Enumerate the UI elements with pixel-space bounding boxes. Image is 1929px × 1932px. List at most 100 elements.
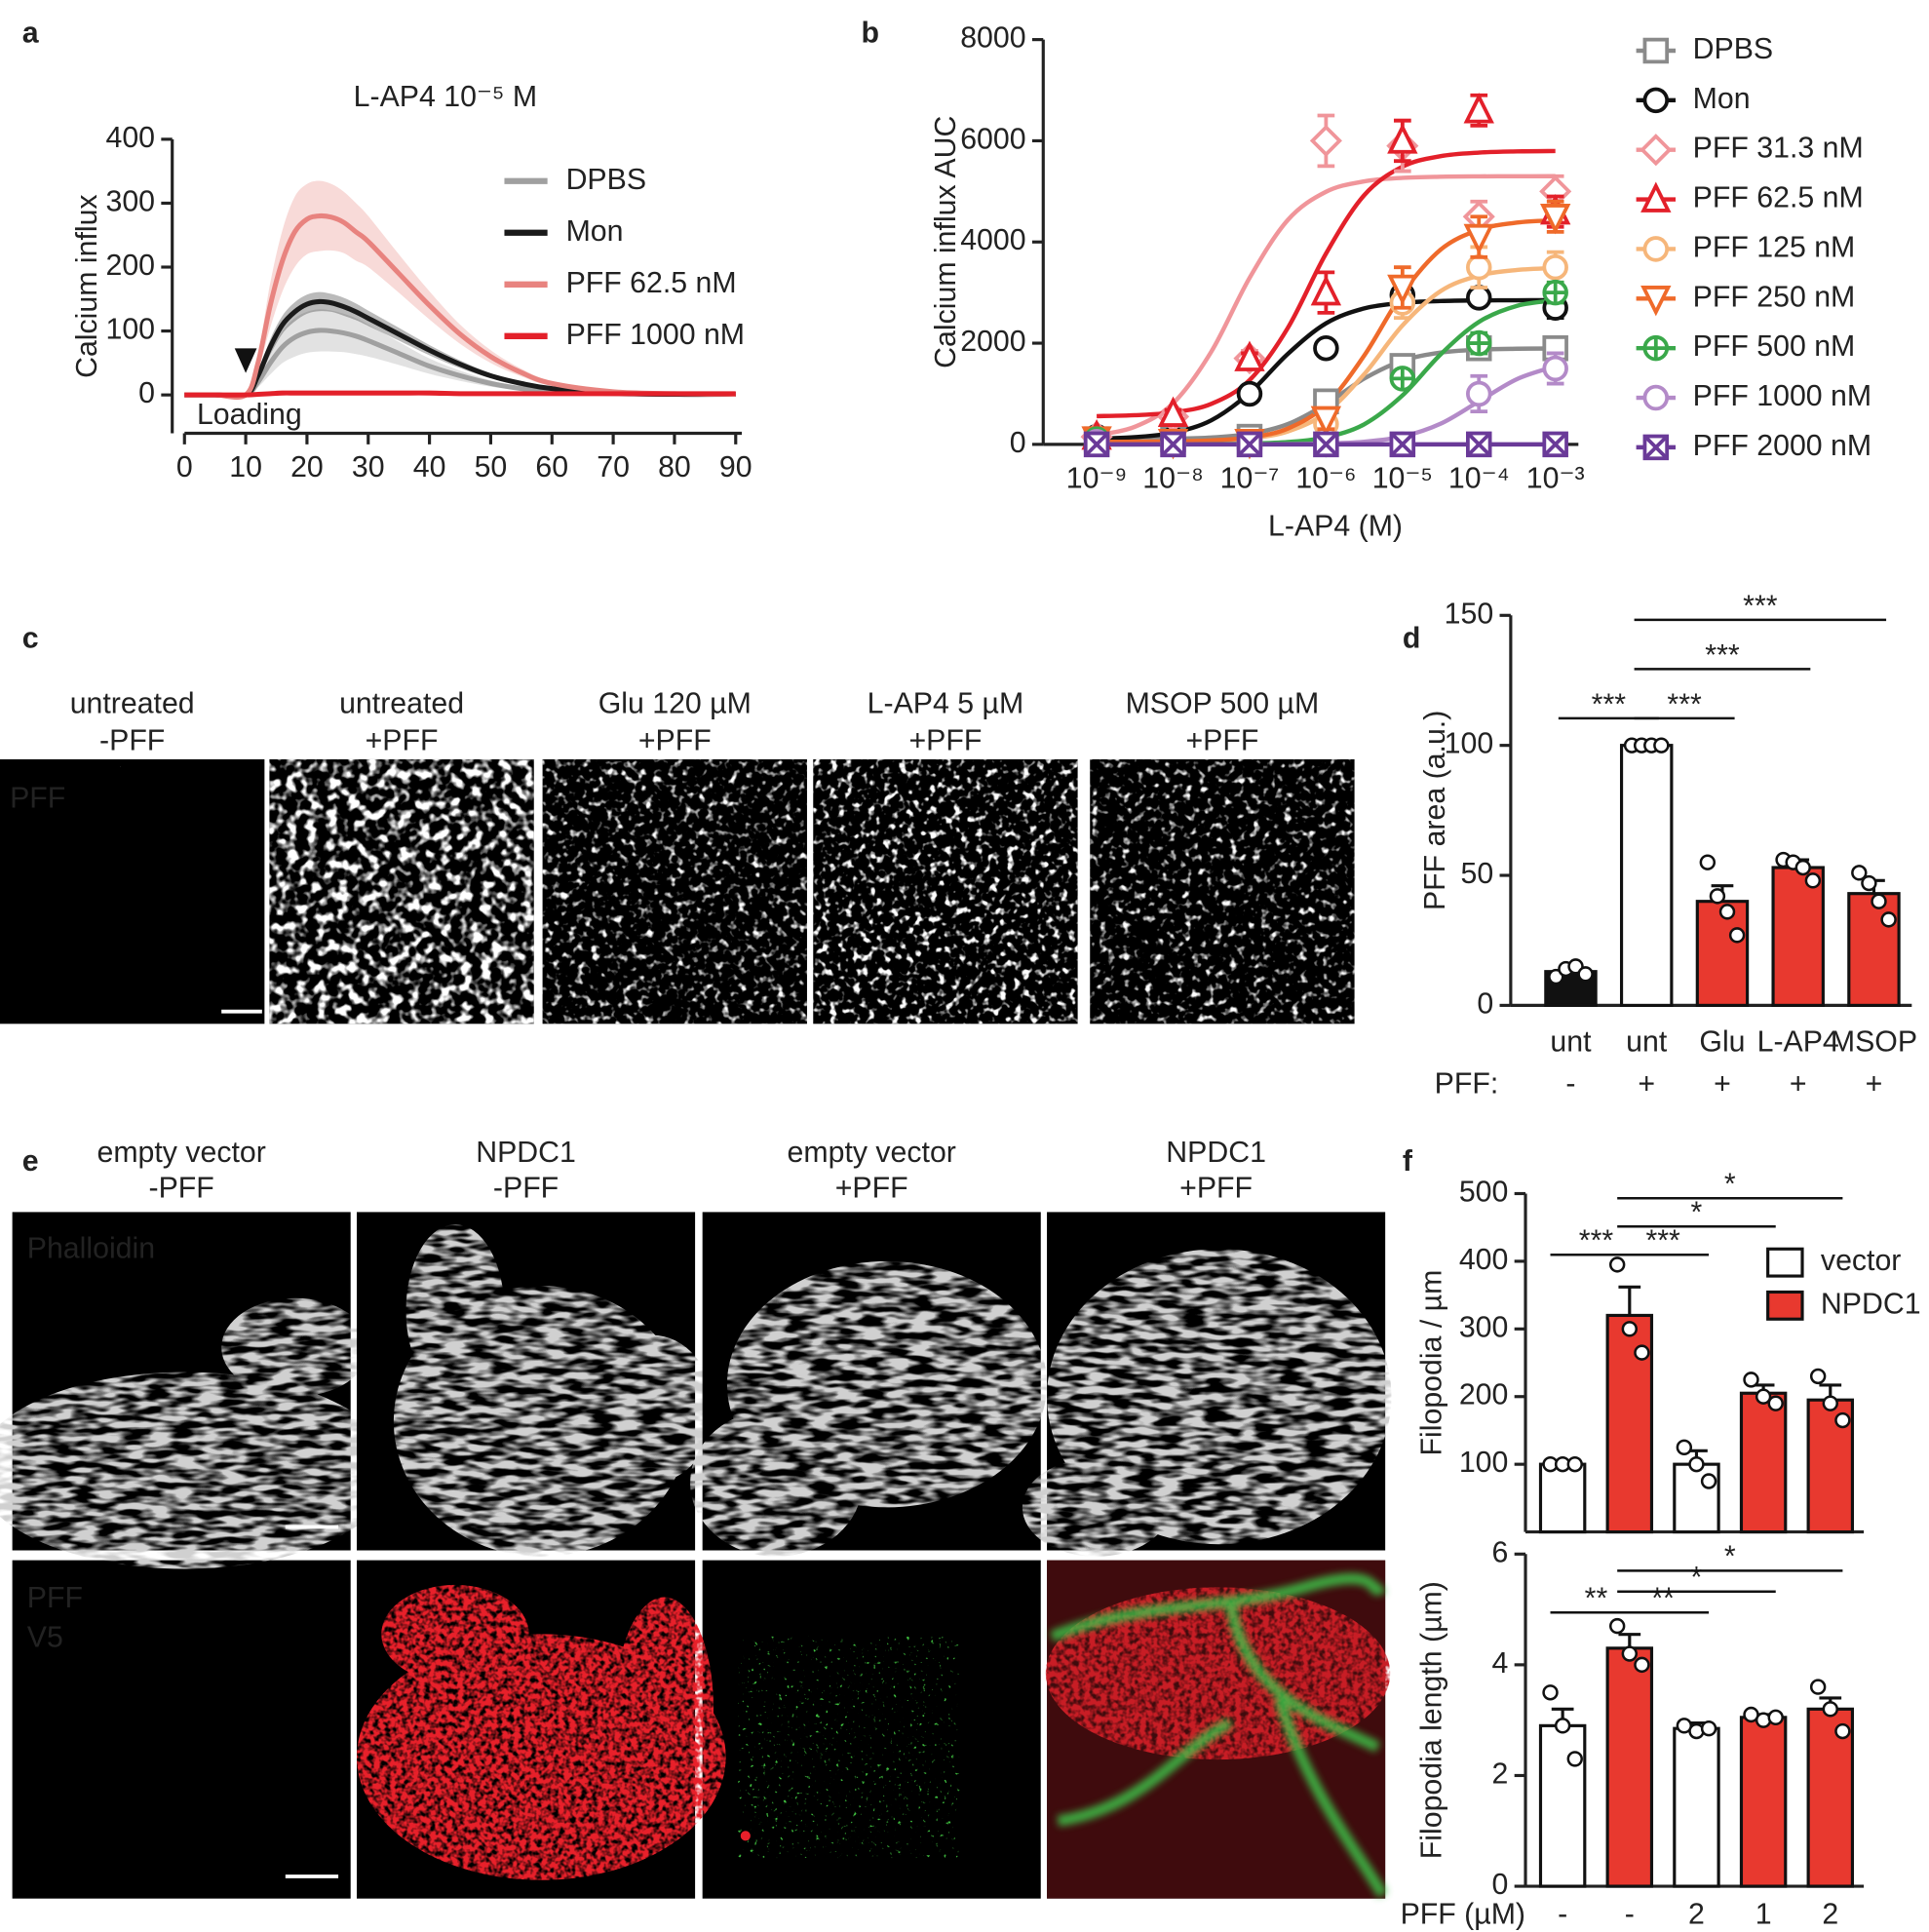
- y-tick-label: 0: [138, 377, 155, 409]
- x-tick-label: 10⁻⁵: [1372, 462, 1433, 494]
- pff-strands: [1050, 1572, 1388, 1898]
- channel-label: PFF: [27, 1582, 83, 1614]
- pff-strand: [1050, 1572, 1386, 1642]
- significance-label: ***: [1705, 639, 1740, 672]
- x-tick-label: 10⁻⁹: [1066, 462, 1128, 494]
- marker: [1542, 431, 1568, 458]
- data-point: [1880, 911, 1897, 928]
- row-value: +: [1714, 1067, 1731, 1100]
- marker-shape: [1313, 334, 1339, 362]
- data-point: [1608, 1256, 1626, 1273]
- legend-label: PFF 1000 nM: [566, 319, 745, 351]
- row-value: 2: [1688, 1898, 1705, 1930]
- data-point: [1566, 1455, 1583, 1473]
- marker-shape: [1642, 384, 1670, 411]
- marker: [1083, 431, 1110, 458]
- data-point: [1676, 1439, 1693, 1456]
- row-value: -: [1625, 1898, 1635, 1930]
- significance-label: ***: [1667, 688, 1702, 720]
- marker-shape: [1542, 253, 1568, 281]
- micrograph-signal: [813, 758, 1078, 1024]
- data-point: [1767, 1395, 1784, 1411]
- x-tick-label: 70: [597, 451, 630, 483]
- x-tick-label: 10⁻⁶: [1295, 462, 1356, 494]
- bar: [1605, 1646, 1654, 1888]
- image-title: MSOP 500 µM: [1126, 687, 1320, 719]
- x-tick-label: 10⁻³: [1526, 462, 1585, 494]
- channel-label: PFF: [10, 783, 65, 815]
- x-tick-label: 10: [229, 451, 262, 483]
- marker-shape: [1084, 432, 1109, 457]
- error-bar: [1618, 1285, 1641, 1316]
- data-point: [1621, 1645, 1639, 1662]
- panel-label: b: [861, 18, 878, 50]
- marker: [1387, 123, 1418, 154]
- data-point: [1621, 1321, 1639, 1337]
- cell-actin: [1022, 1249, 1392, 1557]
- marker: [1640, 286, 1672, 317]
- y-axis-label: Calcium influx AUC: [930, 116, 962, 368]
- significance-label: ***: [1645, 1225, 1680, 1257]
- image-title: empty vector: [96, 1137, 265, 1169]
- marker-shape: [1640, 181, 1672, 213]
- data-point: [1653, 737, 1670, 753]
- x-tick-label: 30: [352, 451, 385, 483]
- legend-label: PFF 500 nM: [1693, 330, 1856, 363]
- cell-actin: [393, 1224, 714, 1557]
- y-tick-label: 200: [105, 250, 155, 282]
- marker-shape: [1642, 87, 1670, 114]
- data-point: [1542, 1684, 1559, 1701]
- marker-shape: [1542, 355, 1568, 382]
- data-point: [1634, 1656, 1650, 1674]
- data-point: [1709, 888, 1726, 905]
- bar: [1538, 1723, 1587, 1888]
- marker: [1542, 355, 1568, 382]
- v5-region: [615, 1597, 714, 1819]
- marker: [1642, 334, 1670, 362]
- v5-spot: [740, 1831, 751, 1841]
- marker: [1642, 384, 1670, 411]
- y-axis-label: Calcium influx: [71, 194, 103, 377]
- legend-label: DPBS: [1693, 33, 1773, 65]
- marker-shape: [1640, 134, 1673, 167]
- row-value: +: [1866, 1067, 1883, 1100]
- significance-label: *: [1724, 1541, 1736, 1573]
- marker-shape: [1466, 380, 1492, 407]
- marker-shape: [1640, 286, 1672, 317]
- y-tick-label: 0: [1477, 987, 1493, 1020]
- significance-label: ***: [1743, 590, 1778, 622]
- image-title: +PFF: [366, 724, 439, 756]
- data-point: [1851, 865, 1868, 881]
- series-line: [184, 328, 736, 399]
- significance-label: ***: [1592, 688, 1627, 720]
- series-line: [184, 213, 736, 401]
- bar: [1673, 1726, 1720, 1888]
- x-tick-label: 10⁻⁷: [1220, 462, 1280, 494]
- marker: [1309, 124, 1342, 157]
- data-point: [1700, 1719, 1717, 1737]
- row-label: PFF:: [1435, 1067, 1499, 1100]
- marker: [1313, 431, 1339, 458]
- v5-signal: [357, 1584, 726, 1880]
- data-point: [1718, 904, 1736, 920]
- marker-shape: [1237, 432, 1262, 457]
- y-tick-label: 100: [1459, 1447, 1509, 1479]
- data-point: [1834, 1411, 1851, 1429]
- y-tick-label: 100: [105, 314, 155, 346]
- v5-region: [381, 1584, 529, 1683]
- cell-region: [1022, 1457, 1171, 1557]
- data-point: [1634, 1344, 1650, 1361]
- marker-shape: [1310, 275, 1342, 306]
- cell-region: [405, 1224, 505, 1397]
- micrograph-signal: [1090, 758, 1355, 1024]
- legend-label: NPDC1: [1821, 1288, 1921, 1320]
- y-tick-label: 6: [1492, 1536, 1509, 1568]
- marker-shape: [1390, 432, 1415, 457]
- micrograph-signal: [542, 758, 807, 1024]
- marker: [1313, 334, 1339, 362]
- y-tick-label: 0: [1492, 1869, 1509, 1901]
- legend-label: PFF 250 nM: [1693, 281, 1856, 313]
- y-tick-label: 0: [1010, 427, 1026, 459]
- y-axis-label: Filopodia / µm: [1415, 1270, 1447, 1456]
